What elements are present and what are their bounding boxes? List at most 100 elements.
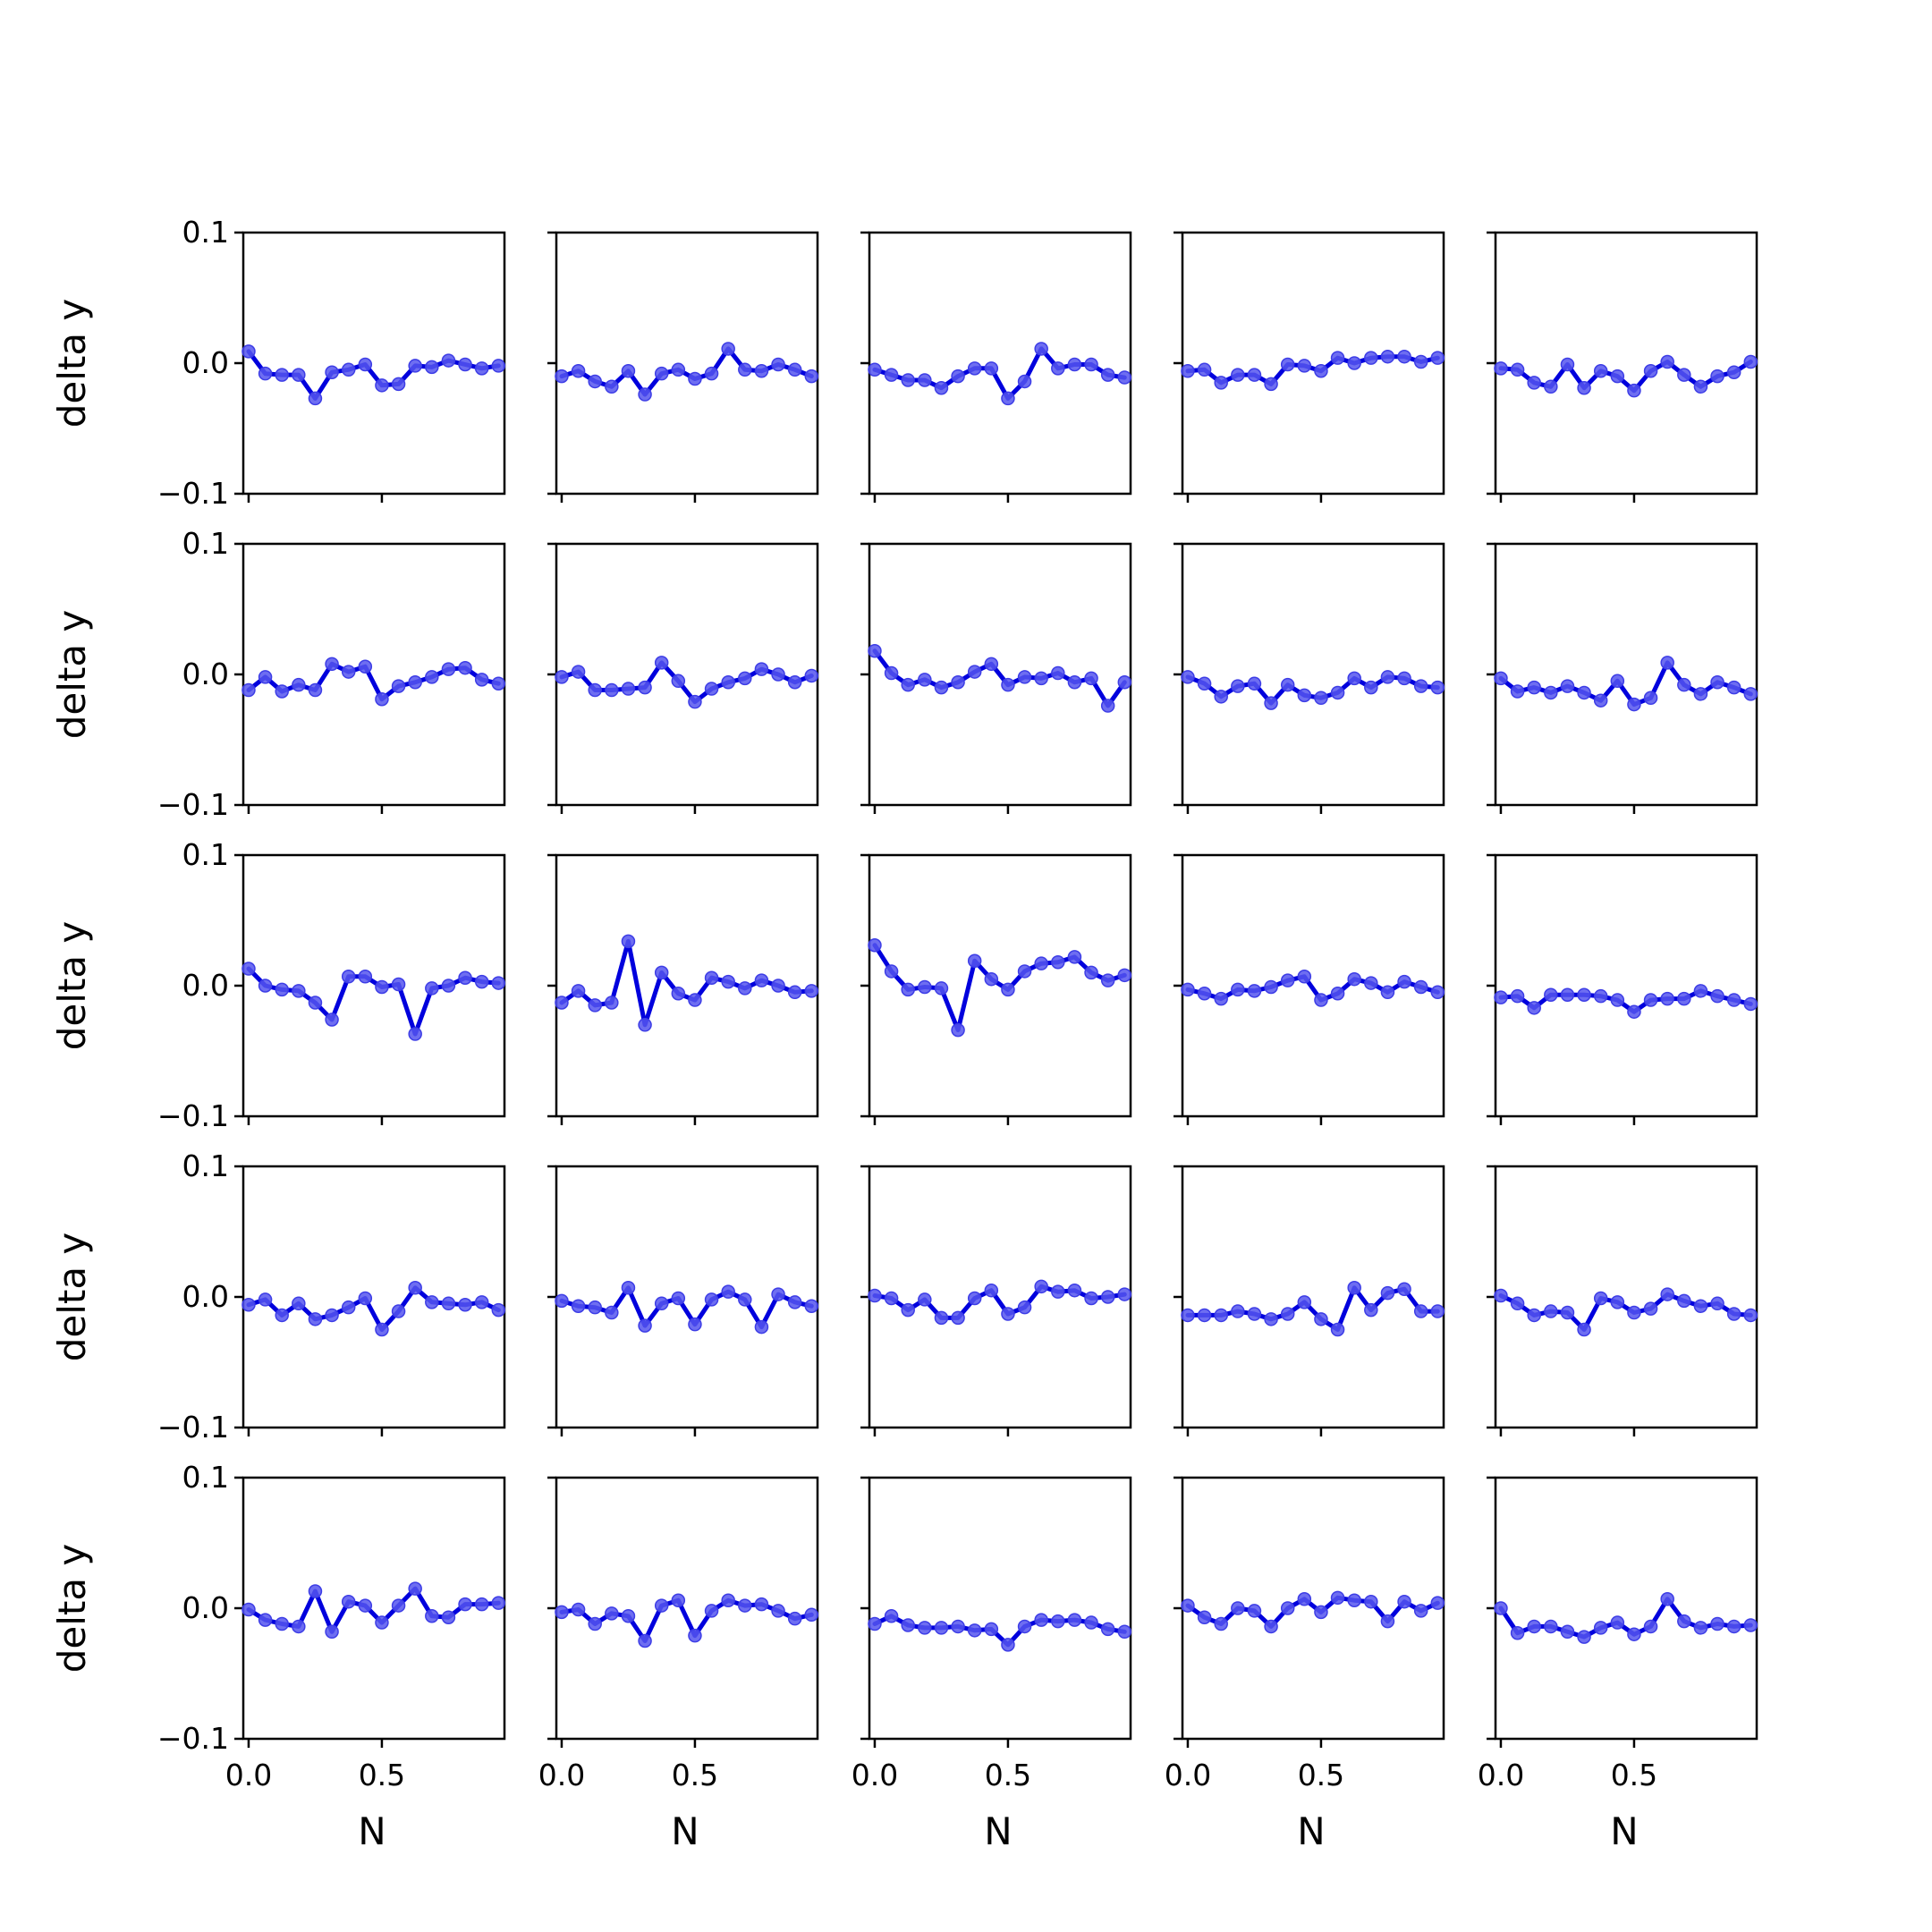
data-point	[787, 1295, 802, 1309]
data-point	[1510, 988, 1525, 1004]
data-point	[308, 391, 323, 406]
data-point	[325, 657, 339, 672]
data-point	[1280, 973, 1295, 987]
data-point	[375, 979, 389, 995]
data-point	[1677, 677, 1691, 692]
x-axis-label: N	[671, 1809, 699, 1853]
data-point	[688, 993, 702, 1007]
data-point	[884, 964, 899, 979]
data-point	[325, 365, 339, 379]
data-point	[1560, 357, 1575, 372]
data-point	[1643, 691, 1658, 706]
data-point	[408, 1281, 422, 1295]
data-point	[441, 1610, 456, 1624]
data-point	[688, 371, 702, 386]
data-point	[1214, 991, 1228, 1006]
x-tick-label: 0.0	[538, 1758, 585, 1792]
data-point	[918, 673, 932, 687]
data-point	[1510, 1625, 1525, 1640]
data-point	[425, 1295, 439, 1309]
data-point	[1280, 1307, 1295, 1321]
subplot-r1-c1: 0.1 0.0 −0.1 delta y	[50, 215, 506, 511]
data-point	[1297, 1295, 1312, 1309]
data-point	[654, 1598, 669, 1613]
x-tick-label: 0.0	[852, 1758, 898, 1792]
axes-frame	[1494, 542, 1758, 807]
data-point	[621, 1609, 636, 1623]
data-point	[1726, 1619, 1741, 1634]
data-point	[804, 369, 819, 384]
data-point	[1494, 361, 1508, 376]
data-point	[1610, 674, 1625, 689]
data-point	[934, 981, 949, 996]
data-point	[984, 1283, 999, 1298]
data-point	[1494, 671, 1508, 686]
data-point	[1067, 950, 1082, 964]
axes-frame	[1494, 1476, 1758, 1741]
data-point	[458, 357, 472, 372]
data-point	[754, 1597, 769, 1612]
data-point	[1231, 1601, 1245, 1615]
data-point	[1330, 987, 1345, 1001]
data-point	[341, 1594, 356, 1609]
data-point	[441, 979, 456, 993]
data-point	[1726, 1307, 1741, 1321]
data-point	[1067, 675, 1082, 690]
data-point	[258, 979, 273, 993]
data-point	[571, 1602, 586, 1617]
data-point	[771, 979, 785, 993]
data-point	[984, 361, 999, 376]
data-point	[1347, 1281, 1361, 1295]
data-point	[242, 682, 256, 698]
subplot-r2-c3	[860, 542, 1132, 814]
data-point	[1197, 362, 1212, 377]
data-point	[292, 677, 306, 692]
data-point	[771, 667, 785, 682]
data-point	[1380, 1285, 1395, 1301]
data-point	[491, 1596, 506, 1610]
data-point	[1660, 656, 1674, 670]
data-point	[688, 1317, 702, 1332]
data-point	[491, 976, 506, 990]
data-point	[1593, 1621, 1608, 1635]
x-axis-label: N	[984, 1809, 1012, 1853]
subplot-r4-c3	[860, 1165, 1132, 1436]
data-point	[555, 996, 569, 1010]
data-point	[704, 1292, 719, 1307]
data-point	[588, 682, 602, 698]
data-point	[1544, 1619, 1558, 1634]
data-point	[1397, 974, 1411, 989]
data-point	[738, 1598, 752, 1613]
series-line	[246, 349, 501, 401]
y-axis-label: delta y	[50, 1544, 94, 1674]
data-point	[671, 362, 686, 377]
data-point	[1051, 665, 1065, 681]
data-point	[621, 364, 636, 378]
series-line	[1498, 1597, 1753, 1640]
series-line	[1498, 988, 1753, 1014]
data-point	[738, 671, 752, 686]
subplot-r2-c2	[547, 542, 819, 814]
data-point	[754, 364, 769, 378]
data-point	[1231, 679, 1245, 693]
data-point	[275, 684, 289, 699]
data-point	[1397, 671, 1411, 686]
series-line	[1185, 1595, 1440, 1629]
data-point	[1527, 376, 1541, 390]
axes-frame	[242, 1165, 506, 1429]
data-point	[1380, 670, 1395, 684]
data-point	[1643, 364, 1658, 378]
data-point	[1677, 1614, 1691, 1629]
data-point	[1527, 680, 1541, 695]
data-point	[1593, 1291, 1608, 1306]
series-line	[1498, 360, 1753, 394]
data-point	[721, 675, 735, 690]
data-point	[1181, 670, 1195, 684]
data-point	[1100, 1622, 1115, 1637]
data-point	[1100, 699, 1115, 713]
data-point	[1510, 684, 1525, 699]
data-point	[1413, 1604, 1428, 1618]
series-line	[559, 938, 814, 1028]
data-point	[1643, 993, 1658, 1007]
